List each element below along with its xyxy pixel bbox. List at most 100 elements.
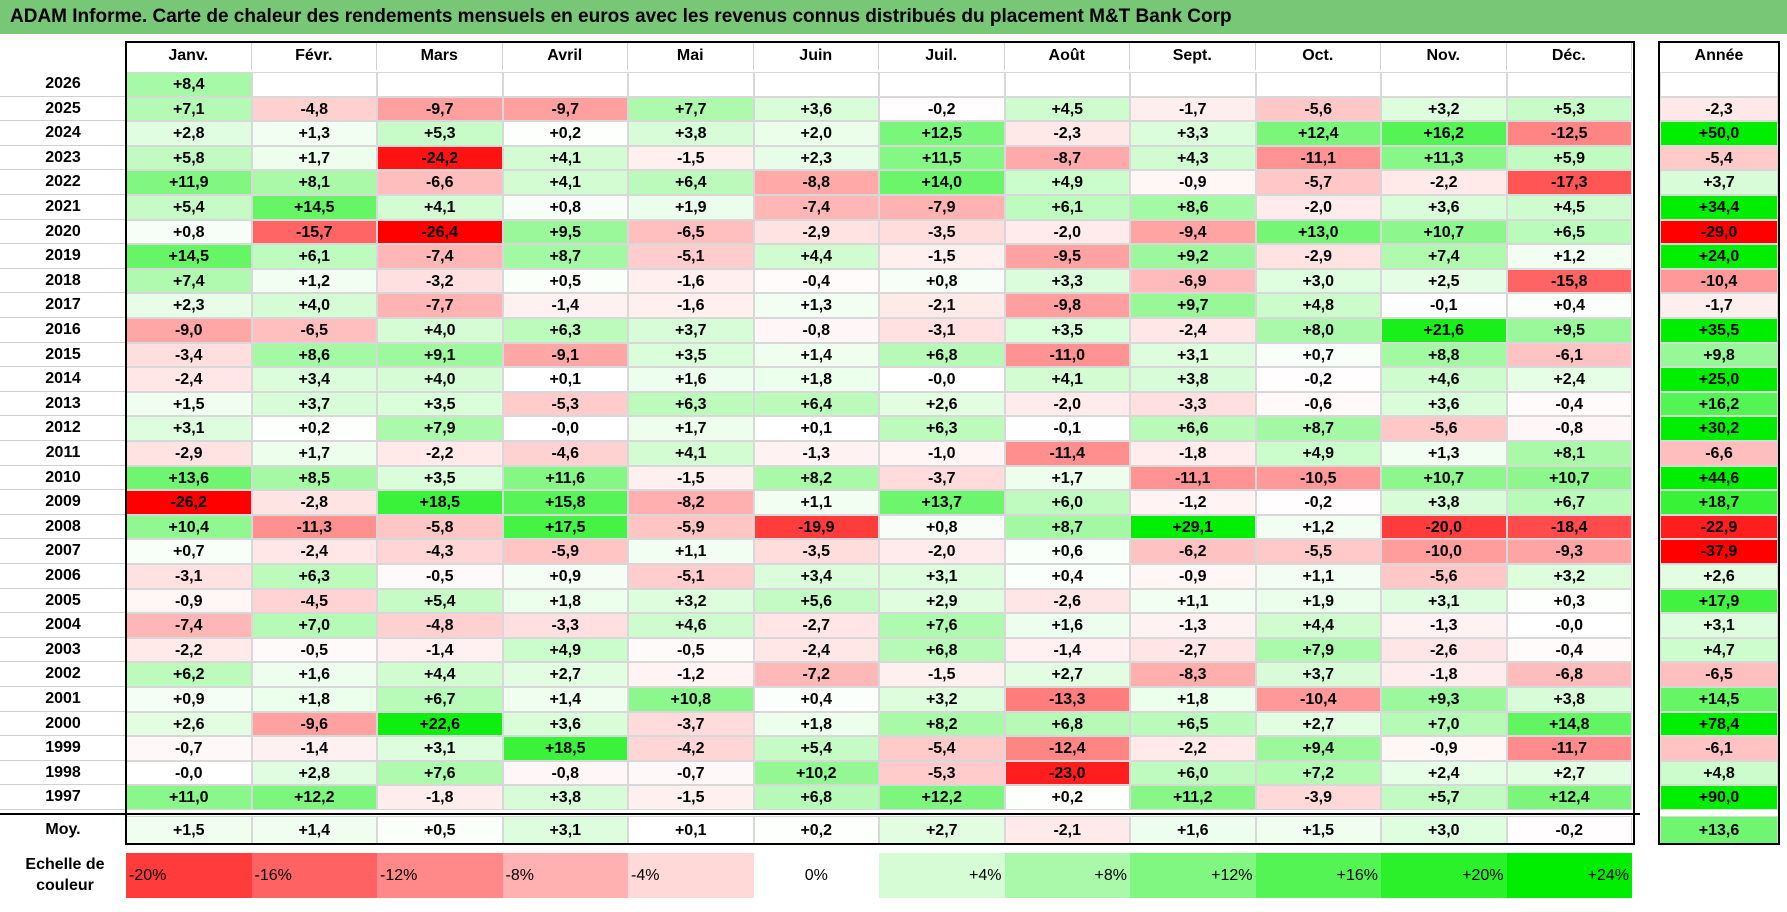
heatmap-cell: +11,5: [879, 145, 1005, 171]
heatmap-cell: +14,5: [126, 244, 252, 269]
heatmap-cell: -3,2: [377, 268, 503, 294]
heatmap-cell: -0,0: [502, 416, 628, 441]
average-cell: +1,4: [251, 816, 377, 844]
heatmap-cell: -2,9: [1255, 244, 1381, 269]
heatmap-cell: -0,7: [628, 760, 754, 786]
heatmap-cell: +4,5: [1004, 96, 1130, 122]
month-header: Févr.: [251, 42, 377, 70]
heatmap-cell: -5,5: [1255, 539, 1381, 564]
heatmap-cell: +2,7: [1004, 662, 1130, 687]
heatmap-cell: -9,8: [1004, 293, 1130, 318]
heatmap-cell: +2,3: [753, 145, 879, 171]
color-scale-step: +20%: [1381, 853, 1507, 898]
heatmap-cell: -3,5: [753, 539, 879, 564]
heatmap-cell: +11,3: [1381, 145, 1507, 171]
heatmap-cell: -1,2: [1130, 490, 1256, 515]
heatmap-cell: -0,9: [1381, 736, 1507, 761]
heatmap-cell: -17,3: [1506, 170, 1632, 195]
year-header: Année: [1660, 42, 1778, 70]
heatmap-cell: +10,4: [126, 514, 252, 540]
average-cell: -0,2: [1506, 816, 1632, 844]
heatmap-cell: -7,4: [377, 244, 503, 269]
year-label: 2023: [0, 146, 126, 171]
heatmap-cell: +14,0: [879, 170, 1005, 195]
heatmap-cell: -0,5: [251, 637, 377, 663]
heatmap-cell: +2,6: [879, 391, 1005, 417]
heatmap-cell: +5,8: [126, 145, 252, 171]
heatmap-cell: +29,1: [1130, 514, 1256, 540]
heatmap-cell: +12,2: [879, 785, 1005, 810]
heatmap-cell: -0,9: [1130, 170, 1256, 195]
heatmap-cell: +0,8: [879, 268, 1005, 294]
year-label: 2018: [0, 269, 126, 294]
heatmap-cell: +11,0: [126, 785, 252, 810]
heatmap-cell: -0,4: [1506, 391, 1632, 417]
heatmap-cell: -2,8: [251, 490, 377, 515]
heatmap-cell: -24,2: [377, 145, 503, 171]
heatmap-cell: +1,3: [251, 121, 377, 146]
heatmap-cell: -2,2: [1381, 170, 1507, 195]
average-cell: +1,5: [126, 816, 252, 844]
heatmap-cell: +7,6: [377, 760, 503, 786]
heatmap-cell: +3,8: [502, 785, 628, 810]
heatmap-cell: +6,3: [502, 318, 628, 343]
heatmap-cell: -1,0: [879, 441, 1005, 466]
heatmap-cell: -3,5: [879, 219, 1005, 245]
annual-cell: -10,4: [1660, 268, 1778, 294]
heatmap-cell: +10,8: [628, 687, 754, 712]
average-cell: +2,7: [879, 816, 1005, 844]
heatmap-cell: +6,0: [1130, 760, 1256, 786]
heatmap-cell: +4,6: [628, 613, 754, 638]
heatmap-cell: [1004, 72, 1130, 97]
heatmap-cell: +1,7: [1004, 465, 1130, 491]
heatmap-cell: -5,6: [1381, 416, 1507, 441]
average-cell: +1,5: [1255, 816, 1381, 844]
heatmap-cell: +13,7: [879, 490, 1005, 515]
heatmap-cell: +5,3: [1506, 96, 1632, 122]
heatmap-cell: +3,5: [377, 465, 503, 491]
heatmap-cell: +0,8: [502, 195, 628, 220]
heatmap-cell: +1,4: [502, 687, 628, 712]
heatmap-cell: +3,6: [753, 96, 879, 122]
heatmap-cell: +3,6: [1381, 391, 1507, 417]
heatmap-cell: -3,9: [1255, 785, 1381, 810]
heatmap-cell: -1,5: [879, 244, 1005, 269]
month-header: Juil.: [879, 42, 1005, 70]
heatmap-cell: +4,8: [1255, 293, 1381, 318]
heatmap-cell: -6,8: [1506, 662, 1632, 687]
heatmap-cell: +7,0: [1381, 711, 1507, 737]
annual-cell: -29,0: [1660, 219, 1778, 245]
annual-cell: +9,8: [1660, 342, 1778, 368]
heatmap-cell: +3,2: [628, 588, 754, 614]
heatmap-cell: -9,7: [377, 96, 503, 122]
year-label: 2016: [0, 318, 126, 343]
heatmap-cell: +6,3: [628, 391, 754, 417]
heatmap-cell: -9,4: [1130, 219, 1256, 245]
heatmap-cell: +3,8: [1506, 687, 1632, 712]
year-label: 2009: [0, 490, 126, 515]
heatmap-cell: -6,2: [1130, 539, 1256, 564]
heatmap-cell: +4,9: [502, 637, 628, 663]
annual-cell: +4,8: [1660, 760, 1778, 786]
heatmap-cell: +6,3: [251, 564, 377, 589]
heatmap-cell: +2,4: [1506, 367, 1632, 392]
heatmap-cell: +1,7: [251, 441, 377, 466]
heatmap-cell: +4,5: [1506, 195, 1632, 220]
heatmap-cell: -1,7: [1130, 96, 1256, 122]
annual-cell: +35,5: [1660, 318, 1778, 343]
heatmap-cell: -5,7: [1255, 170, 1381, 195]
annual-cell: +78,4: [1660, 711, 1778, 737]
heatmap-cell: +5,9: [1506, 145, 1632, 171]
heatmap-cell: +0,9: [126, 687, 252, 712]
heatmap-cell: +6,8: [753, 785, 879, 810]
color-scale-step: +16%: [1255, 853, 1381, 898]
heatmap-cell: -6,1: [1506, 342, 1632, 368]
average-cell: +0,2: [753, 816, 879, 844]
color-scale-step: 0%: [753, 853, 879, 898]
heatmap-cell: +6,3: [879, 416, 1005, 441]
heatmap-cell: -3,1: [879, 318, 1005, 343]
heatmap-cell: +7,6: [879, 613, 1005, 638]
annual-cell: -6,6: [1660, 441, 1778, 466]
heatmap-cell: -19,9: [753, 514, 879, 540]
heatmap-cell: -2,0: [1255, 195, 1381, 220]
